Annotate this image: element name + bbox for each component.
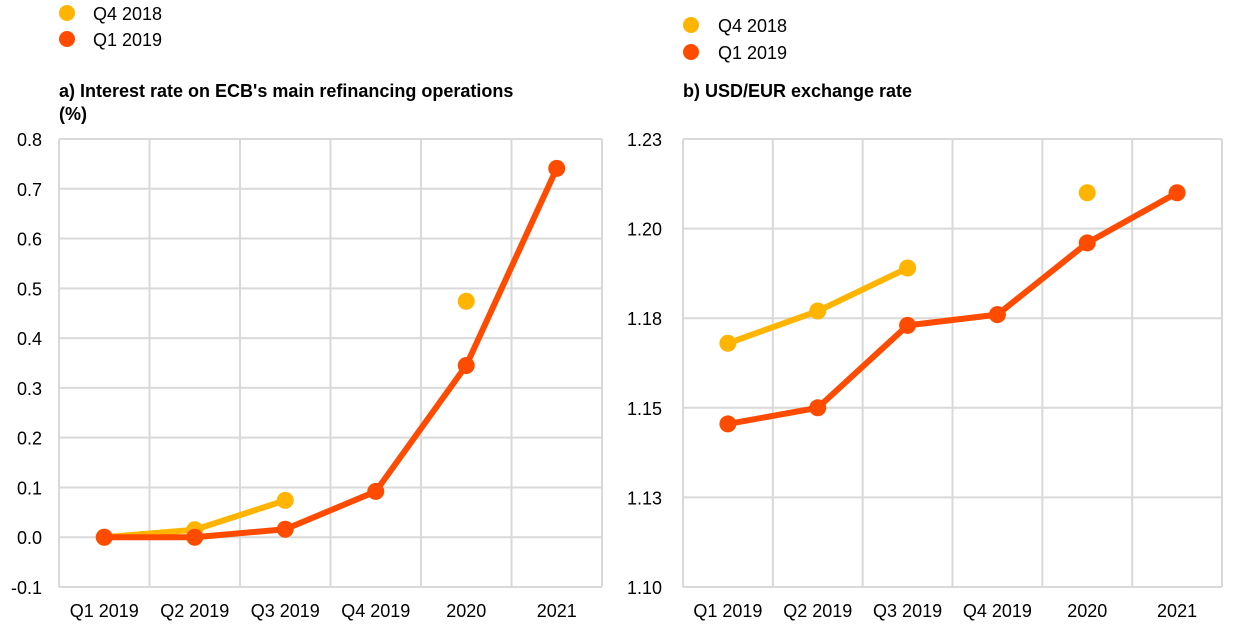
legend-item-q1-2019: Q1 2019 [683,43,787,63]
x-tick-label: Q1 2019 [70,601,139,621]
x-tick-label: Q3 2019 [251,601,320,621]
y-tick-label: 1.18 [627,309,662,329]
y-tick-label: 0.1 [17,478,42,498]
x-tick-label: 2021 [537,601,577,621]
y-tick-label: 0.8 [17,130,42,150]
series-line-q1-2019 [724,189,1181,427]
chart-title: a) Interest rate on ECB's main refinanci… [59,81,513,101]
data-point-q4-2018 [719,334,737,352]
x-tick-label: Q4 2019 [963,601,1032,621]
gridlines [58,138,603,588]
y-tick-label: 0.4 [17,329,42,349]
data-point-q1-2019 [95,528,113,546]
legend-marker-q1-2019 [59,31,75,47]
x-tick-label: Q2 2019 [783,601,852,621]
x-tick-label: 2021 [1157,601,1197,621]
chart-panel-exchange-rate: Q4 2018 Q1 2019 b) USD/EUR exchange rate… [627,16,1223,621]
y-tick-label: 0.7 [17,180,42,200]
y-tick-label: 0.5 [17,279,42,299]
legend-label-q4-2018: Q4 2018 [718,16,787,36]
legend-label-q1-2019: Q1 2019 [718,43,787,63]
data-point-q4-2018 [1078,184,1096,202]
legend-item-q4-2018: Q4 2018 [683,16,787,36]
data-point-q4-2018 [809,302,827,320]
legend-item-q1-2019: Q1 2019 [59,30,162,50]
data-point-q1-2019 [899,316,917,334]
series-q4-2018 [95,292,475,546]
legend-marker-q4-2018 [59,5,75,21]
y-tick-label: 0.2 [17,429,42,449]
series-q1-2019 [95,159,566,546]
series-line-q1-2019 [101,165,560,541]
gridlines [682,138,1223,588]
x-tick-label: Q4 2019 [341,601,410,621]
y-tick-label: 1.20 [627,220,662,240]
legend-label-q4-2018: Q4 2018 [93,4,162,24]
legend-marker-q1-2019 [683,44,699,60]
y-tick-label: 0.0 [17,528,42,548]
y-axis: 1.10 1.13 1.15 1.18 1.20 1.23 [627,130,662,598]
data-point-q1-2019 [719,415,737,433]
y-tick-label: 0.3 [17,379,42,399]
x-tick-label: 2020 [446,601,486,621]
data-point-q4-2018 [276,491,294,509]
chart-panel-interest-rate: Q4 2018 Q1 2019 a) Interest rate on ECB'… [11,4,603,621]
y-tick-label: -0.1 [11,578,42,598]
data-point-q1-2019 [186,528,204,546]
series-q4-2018 [719,184,1096,352]
y-tick-label: 1.15 [627,399,662,419]
legend-item-q4-2018: Q4 2018 [59,4,162,24]
y-tick-label: 1.23 [627,130,662,150]
x-axis: Q1 2019 Q2 2019 Q3 2019 Q4 2019 2020 2021 [693,601,1197,621]
y-tick-label: 1.10 [627,578,662,598]
data-point-q1-2019 [367,482,385,500]
data-point-q4-2018 [457,292,475,310]
x-tick-label: Q1 2019 [693,601,762,621]
x-tick-label: Q3 2019 [873,601,942,621]
series-layer [95,159,566,546]
x-tick-label: Q2 2019 [160,601,229,621]
x-tick-label: 2020 [1067,601,1107,621]
data-point-q1-2019 [548,159,566,177]
y-tick-label: 0.6 [17,230,42,250]
x-axis: Q1 2019 Q2 2019 Q3 2019 Q4 2019 2020 2021 [70,601,577,621]
y-tick-label: 1.13 [627,488,662,508]
legend: Q4 2018 Q1 2019 [59,4,162,50]
data-point-q1-2019 [1078,234,1096,252]
series-q1-2019 [719,184,1186,433]
legend-marker-q4-2018 [683,17,699,33]
y-axis: -0.1 0.0 0.1 0.2 0.3 0.4 0.5 0.6 0.7 0.8 [11,130,42,598]
data-point-q1-2019 [457,356,475,374]
data-point-q4-2018 [899,259,917,277]
data-point-q1-2019 [1168,184,1186,202]
data-point-q1-2019 [276,520,294,538]
chart-title-unit: (%) [59,104,87,124]
legend-label-q1-2019: Q1 2019 [93,30,162,50]
legend: Q4 2018 Q1 2019 [683,16,787,63]
series-layer [719,184,1186,433]
data-point-q1-2019 [988,306,1006,324]
data-point-q1-2019 [809,399,827,417]
chart-title: b) USD/EUR exchange rate [683,81,912,101]
